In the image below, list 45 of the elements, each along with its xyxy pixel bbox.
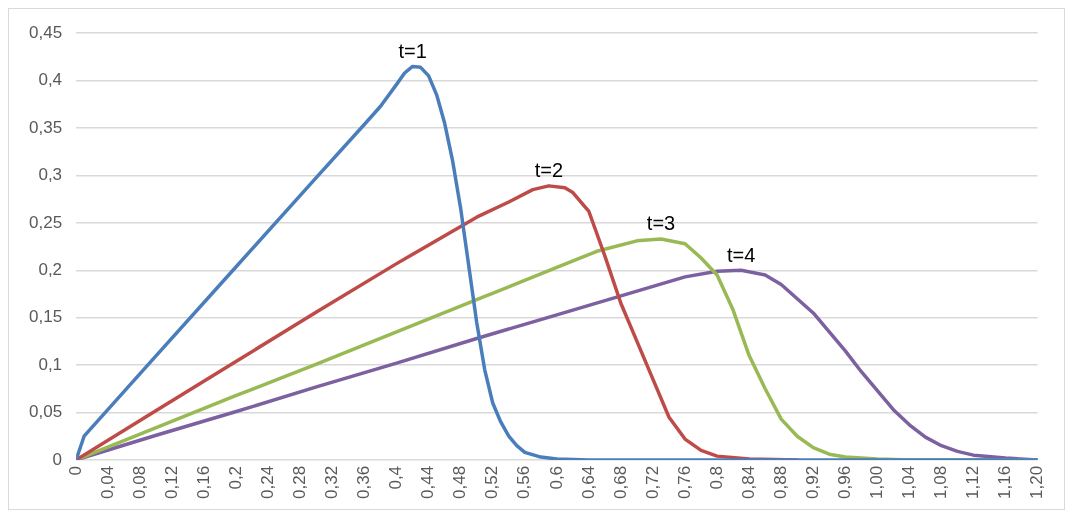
x-tick-label: 0,8	[706, 465, 726, 490]
x-tick-label: 0,24	[258, 465, 278, 500]
x-tick-label: 0,4	[386, 465, 406, 490]
x-tick-label: 1,04	[899, 465, 919, 500]
y-tick-label: 0,45	[28, 22, 63, 42]
x-tick-label: 0,52	[482, 465, 502, 500]
x-tick-label: 0	[65, 465, 85, 476]
x-tick-label: 0,76	[674, 465, 694, 500]
x-tick-label: 0,96	[834, 465, 854, 500]
x-tick-label: 0,64	[578, 465, 598, 500]
x-tick-label: 0,04	[97, 465, 117, 500]
x-tick-label: 0,44	[418, 465, 438, 500]
y-tick-label: 0,4	[38, 70, 63, 90]
x-tick-label: 0,56	[514, 465, 534, 500]
x-tick-label: 1,00	[867, 465, 887, 500]
x-tick-label: 1,16	[995, 465, 1015, 500]
x-tick-label: 0,48	[450, 465, 470, 500]
y-tick-label: 0,15	[28, 307, 63, 327]
x-tick-label: 0,68	[610, 465, 630, 500]
x-tick-label: 0,6	[546, 465, 566, 490]
x-tick-label: 0,32	[322, 465, 342, 500]
x-tick-label: 1,20	[1027, 465, 1047, 500]
annotation: t=2	[534, 159, 564, 182]
y-tick-label: 0	[52, 449, 63, 469]
x-tick-label: 0,92	[802, 465, 822, 500]
annotation: t=4	[726, 243, 756, 266]
x-tick-label: 0,12	[161, 465, 181, 500]
x-tick-label: 0,88	[770, 465, 790, 500]
x-tick-label: 1,12	[963, 465, 983, 500]
x-tick-label: 0,84	[738, 465, 758, 500]
x-tick-label: 1,08	[931, 465, 951, 500]
x-tick-label: 0,28	[290, 465, 310, 500]
y-tick-label: 0,2	[38, 259, 63, 279]
annotation: t=1	[398, 39, 427, 62]
y-tick-label: 0,3	[38, 165, 63, 185]
x-tick-label: 0,16	[193, 465, 213, 500]
x-tick-label: 0,36	[354, 465, 374, 500]
x-tick-label: 0,72	[642, 465, 662, 500]
y-tick-label: 0,25	[28, 212, 63, 232]
y-tick-label: 0,35	[28, 117, 63, 137]
y-tick-label: 0,05	[28, 402, 63, 422]
x-tick-label: 0,08	[129, 465, 149, 500]
x-tick-label: 0,2	[226, 465, 246, 490]
annotation: t=3	[646, 212, 676, 235]
y-tick-label: 0,1	[38, 354, 63, 374]
